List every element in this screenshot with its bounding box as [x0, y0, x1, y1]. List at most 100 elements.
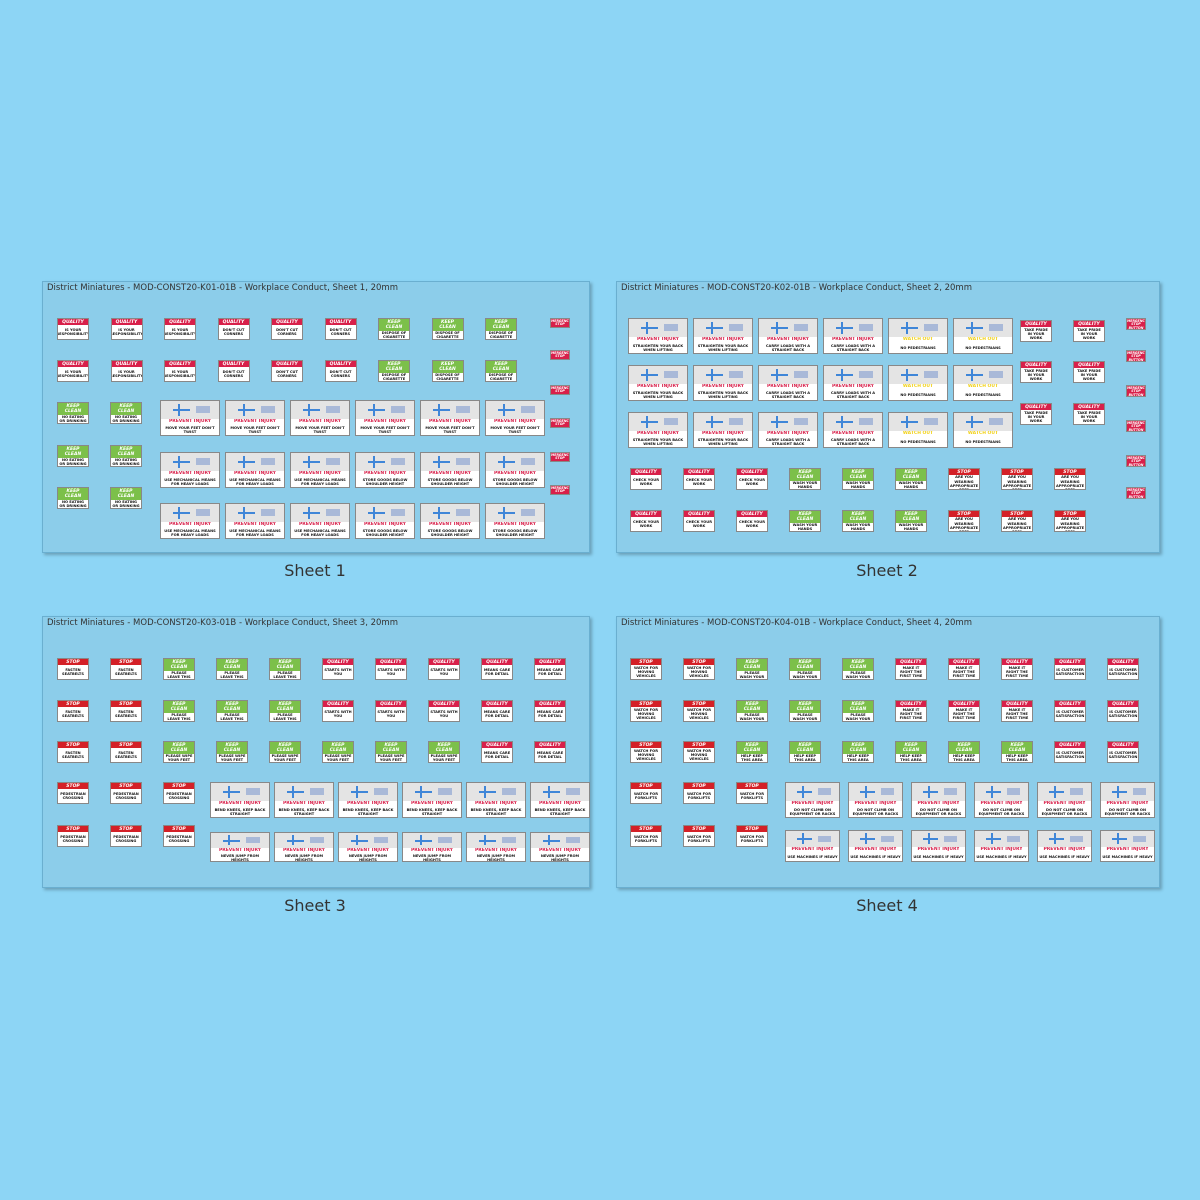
figure — [478, 790, 496, 793]
sign-header: KEEP CLEAN — [270, 659, 300, 671]
sign-header: PREVENT INJURY — [298, 522, 342, 528]
sign-header: EMERGENCY STOP BUTTON — [1126, 318, 1146, 330]
sign: QUALITY DON'T CUT CORNERS — [324, 318, 357, 340]
figure — [222, 839, 240, 842]
sign-body: HELP KEEP THIS AREA CLEAN AND TIDY — [1006, 753, 1028, 762]
sign-header: QUALITY — [1074, 321, 1104, 328]
sign-body: MEANS CARE FOR DETAIL — [536, 710, 564, 719]
sign: QUALITY IS CUSTOMER SATISFACTION — [1054, 658, 1086, 680]
sign-picture — [629, 319, 687, 337]
figure — [1111, 790, 1128, 793]
sign-body: PLEASE WASH YOUR OWN DISHES — [739, 670, 765, 679]
sign-body: STORE GOODS BELOW SHOULDER HEIGHT — [427, 477, 473, 487]
sign-header: QUALITY — [323, 701, 353, 708]
sign-body: PLEASE LEAVE THIS LUNCH AREA CLEAN — [220, 670, 244, 679]
sign-header: QUALITY — [896, 701, 926, 708]
sign-body: PLEASE WIPE YOUR FEET BEFORE ENTERING — [218, 753, 246, 762]
sign-header: WATCH OUT — [902, 337, 934, 343]
sign-header: PREVENT INJURY — [854, 801, 897, 807]
sign: EMERGENCY STOP — [550, 385, 570, 395]
sign-body: TAKE PRIDE IN YOUR WORK — [1077, 411, 1101, 424]
sign-header: KEEP CLEAN — [790, 511, 820, 523]
figure — [900, 420, 918, 423]
sign: QUALITY IS YOUR RESPONSIBILITY — [164, 318, 196, 340]
sign-header: QUALITY — [111, 361, 142, 368]
sign: PREVENT INJURY NEVER JUMP FROM HEIGHTS — [466, 832, 526, 862]
figure — [350, 839, 368, 842]
sheet-title: District Miniatures - MOD-CONST20-K02-01… — [621, 283, 972, 293]
sign-header: STOP — [111, 659, 141, 666]
sign-body: NO PEDESTRIANS — [965, 439, 1001, 444]
sign-picture — [403, 833, 461, 848]
sign-header: KEEP CLEAN — [432, 361, 463, 373]
sign: PREVENT INJURY USE MECHANICAL MEANS FOR H… — [160, 452, 220, 488]
sign-body: WASH YOUR HANDS BEFORE RETURNING TO WORK — [898, 480, 924, 489]
sign-header: KEEP CLEAN — [790, 659, 820, 671]
sign: QUALITY DON'T CUT CORNERS — [271, 318, 303, 340]
sign: PREVENT INJURY NEVER JUMP FROM HEIGHTS — [530, 832, 590, 862]
sign-body: CARRY LOADS WITH A STRAIGHT BACK — [830, 343, 876, 353]
sign-header: QUALITY — [218, 361, 249, 368]
figure — [640, 326, 658, 329]
sign: PREVENT INJURY CARRY LOADS WITH A STRAIGH… — [823, 318, 883, 354]
sign-picture — [275, 833, 333, 848]
sign: PREVENT INJURY NEVER JUMP FROM HEIGHTS — [338, 832, 398, 862]
sign: PREVENT INJURY CARRY LOADS WITH A STRAIGH… — [758, 365, 818, 401]
sign: STOP ARE YOU WEARING APPROPRIATE PPE? — [948, 510, 980, 532]
sign: STOP WATCH FOR MOVING VEHICLES — [683, 700, 715, 722]
sign-body: STRAIGHTEN YOUR BACK WHEN LIFTING — [697, 390, 749, 400]
sign: STOP WATCH FOR MOVING VEHICLES — [683, 658, 715, 680]
figure — [432, 511, 450, 514]
sign-header: PREVENT INJURY — [168, 522, 212, 528]
sign-header: QUALITY — [684, 469, 714, 476]
sign: PREVENT INJURY USE MACHINES IF HEAVY — [848, 830, 903, 862]
sign-body: USE MECHANICAL MEANS FOR HEAVY LOADS — [164, 477, 216, 487]
sign-header: PREVENT INJURY — [831, 337, 875, 343]
sign-header: QUALITY — [1074, 362, 1104, 369]
sign-header: STOP — [631, 826, 661, 833]
sign: QUALITY MAKE IT RIGHT THE FIRST TIME — [948, 700, 980, 722]
sign: PREVENT INJURY MOVE YOUR FEET DON'T TWIST — [290, 400, 350, 436]
figure — [900, 373, 918, 376]
sign-header: QUALITY — [165, 361, 195, 368]
sign-body: MOVE YOUR FEET DON'T TWIST — [425, 425, 475, 435]
sign-body: MEANS CARE FOR DETAIL — [483, 668, 511, 677]
sign: QUALITY TAKE PRIDE IN YOUR WORK — [1020, 320, 1052, 342]
sheet-title: District Miniatures - MOD-CONST20-K01-01… — [47, 283, 398, 293]
sign-body: NEVER JUMP FROM HEIGHTS — [220, 853, 260, 862]
sign-picture — [356, 453, 414, 471]
figure — [367, 460, 385, 463]
sign-body: TAKE PRIDE IN YOUR WORK — [1077, 369, 1101, 382]
sign-body: IS CUSTOMER SATISFACTION — [1055, 668, 1085, 677]
sign-picture — [759, 413, 817, 431]
sign-body: USE MECHANICAL MEANS FOR HEAVY LOADS — [294, 528, 346, 538]
sign-body: NO EATING OR DRINKING IN THIS AREA — [59, 457, 87, 466]
figure — [455, 509, 471, 517]
sign: QUALITY CHECK YOUR WORK — [630, 510, 662, 532]
sign-body: DISPOSE OF CIGARETTE BUTTS THOUGHTFULLY — [435, 330, 460, 339]
figure — [195, 406, 211, 414]
figure — [988, 418, 1004, 426]
sign: PREVENT INJURY MOVE YOUR FEET DON'T TWIST — [485, 400, 545, 436]
figure — [260, 458, 276, 466]
sign-picture — [889, 319, 947, 337]
sign-header: WATCH OUT — [902, 431, 934, 437]
figure — [1006, 788, 1021, 796]
sign-header: KEEP CLEAN — [737, 742, 767, 754]
sign-picture — [954, 413, 1012, 431]
sign-body: USE MACHINES IF HEAVY — [1039, 854, 1090, 859]
figure — [497, 460, 515, 463]
figure — [350, 790, 368, 793]
sign-body: NO PEDESTRIANS — [900, 345, 936, 350]
sign-header: STOP — [737, 826, 767, 833]
sign: QUALITY STARTS WITH YOU — [428, 700, 460, 722]
sign: PREVENT INJURY USE MACHINES IF HEAVY — [1037, 830, 1092, 862]
